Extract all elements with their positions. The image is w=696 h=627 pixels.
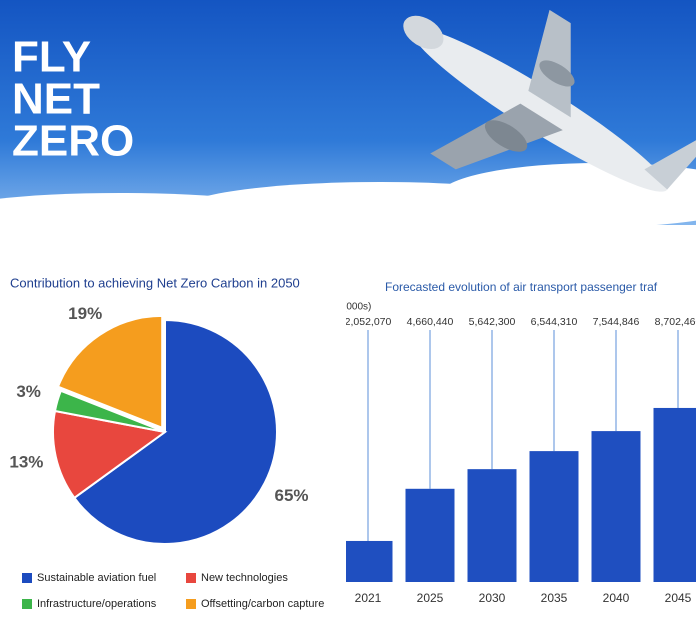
- banner: FLY NET ZERO: [0, 0, 696, 275]
- value-label: 6,544,310: [531, 316, 578, 328]
- legend-swatch: [22, 573, 32, 583]
- legend-swatch: [186, 573, 196, 583]
- value-label: 4,660,440: [407, 316, 454, 328]
- value-label: 5,642,300: [469, 316, 516, 328]
- x-tick-label: 2021: [355, 591, 382, 605]
- x-tick-label: 2045: [665, 591, 692, 605]
- legend-label: Sustainable aviation fuel: [37, 572, 156, 584]
- bar: [530, 451, 579, 582]
- x-tick-label: 2040: [603, 591, 630, 605]
- slice-label: 19%: [68, 304, 102, 323]
- bar-title: Forecasted evolution of air transport pa…: [385, 280, 658, 294]
- pie-title: Contribution to achieving Net Zero Carbo…: [10, 275, 300, 290]
- value-label: 8,702,460: [655, 316, 696, 328]
- legend-label: New technologies: [201, 572, 288, 584]
- y-axis-label: (000s): [343, 302, 371, 313]
- legend-label: Infrastructure/operations: [37, 598, 157, 610]
- legend-swatch: [22, 599, 32, 609]
- x-tick-label: 2025: [417, 591, 444, 605]
- legend-label: Offsetting/carbon capture: [201, 598, 324, 610]
- value-label: 2,052,070: [345, 316, 392, 328]
- slice-label: 13%: [9, 452, 43, 471]
- banner-line: ZERO: [12, 117, 134, 166]
- bar: [468, 469, 517, 582]
- x-tick-label: 2035: [541, 591, 568, 605]
- legend-swatch: [186, 599, 196, 609]
- x-tick-label: 2030: [479, 591, 506, 605]
- slice-label: 3%: [16, 382, 41, 401]
- bar: [654, 408, 696, 582]
- bar: [592, 431, 641, 582]
- value-label: 7,544,846: [593, 316, 640, 328]
- pie-chart: 65% 13% 3% 19% Sustainable aviation fuel New …: [9, 304, 324, 610]
- slice-label: 65%: [275, 486, 309, 505]
- bar-chart: Forecasted evolution of air transport pa…: [343, 280, 696, 605]
- bar: [406, 489, 455, 582]
- bar: [344, 541, 393, 582]
